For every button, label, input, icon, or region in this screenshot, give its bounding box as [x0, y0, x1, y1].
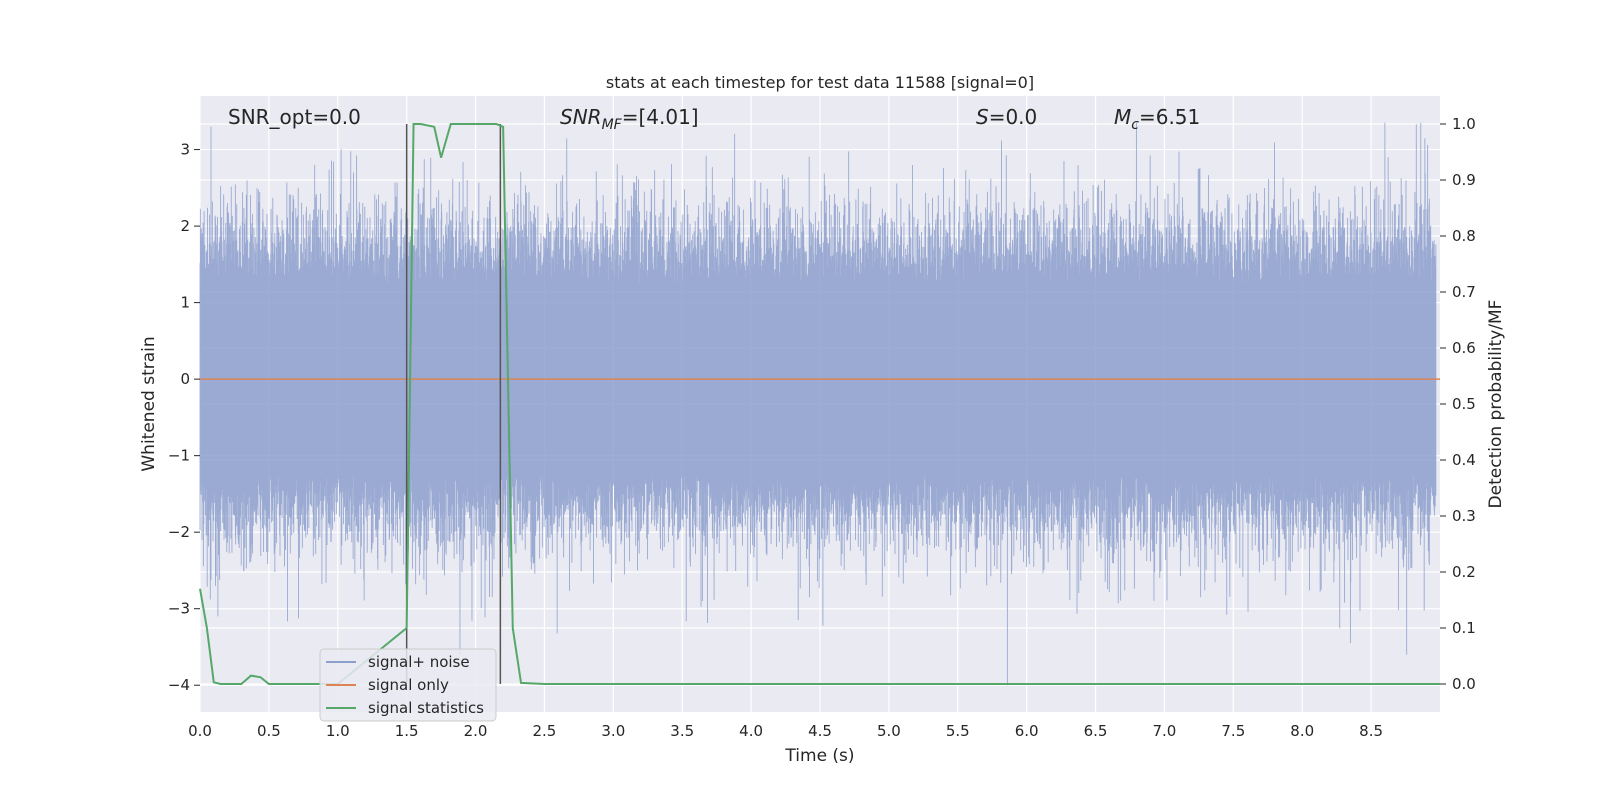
- y2-axis-label: Detection probability/MF: [1486, 300, 1506, 509]
- chart-title: stats at each timestep for test data 115…: [606, 73, 1034, 92]
- y2-tick-label: 0.3: [1452, 507, 1476, 525]
- s-value: =0.0: [989, 105, 1038, 129]
- annotation-s: S=0.0: [976, 105, 1037, 129]
- x-tick-label: 4.0: [739, 722, 763, 740]
- y2-tick-label: 0.5: [1452, 395, 1476, 413]
- x-tick-label: 0.0: [188, 722, 212, 740]
- y2-tick-label: 0.7: [1452, 283, 1476, 301]
- y2-tick-label: 0.9: [1452, 171, 1476, 189]
- annotation-snr-mf: SNRMF=[4.01]: [560, 105, 699, 133]
- x-tick-label: 7.5: [1221, 722, 1245, 740]
- y-tick-label: 1: [180, 294, 190, 312]
- legend-label-signal-only: signal only: [368, 676, 449, 694]
- x-tick-label: 8.5: [1359, 722, 1383, 740]
- y-tick-label: −2: [168, 523, 190, 541]
- snr-mf-symbol: SNR: [560, 105, 602, 129]
- y2-tick-label: 0.2: [1452, 563, 1476, 581]
- y-tick-labels: −4 −3 −2 −1 0 1 2 3: [168, 141, 200, 694]
- y-axis-label: Whitened strain: [139, 336, 159, 471]
- y2-tick-label: 0.4: [1452, 451, 1476, 469]
- y-tick-label: 2: [180, 217, 190, 235]
- x-tick-label: 2.5: [533, 722, 557, 740]
- x-tick-label: 7.0: [1153, 722, 1177, 740]
- mc-value: =6.51: [1139, 105, 1200, 129]
- signal-noise-trace: [199, 122, 1437, 686]
- y2-tick-label: 0.0: [1452, 675, 1476, 693]
- signal-statistics-series: [199, 123, 1440, 685]
- legend: signal+ noise signal only signal statist…: [319, 648, 497, 722]
- x-tick-label: 8.0: [1290, 722, 1314, 740]
- annotation-mc: Mc=6.51: [1114, 105, 1200, 133]
- mc-subscript: c: [1131, 117, 1139, 133]
- x-tick-labels: 0.0 0.5 1.0 1.5 2.0 2.5 3.0 3.5 4.0 4.5 5.0 5.5 6.0 6…: [188, 722, 1383, 740]
- snr-mf-value: =[4.01]: [622, 105, 699, 129]
- legend-label-signal-noise: signal+ noise: [368, 653, 470, 671]
- s-symbol: S: [976, 105, 989, 129]
- y2-tick-label: 0.8: [1452, 227, 1476, 245]
- x-tick-label: 3.0: [601, 722, 625, 740]
- signal-noise-series: [199, 122, 1437, 686]
- y2-tick-label: 1.0: [1452, 115, 1476, 133]
- y2-tick-label: 0.1: [1452, 619, 1476, 637]
- x-tick-label: 1.5: [395, 722, 419, 740]
- mc-symbol: M: [1114, 105, 1131, 129]
- x-tick-label: 5.0: [877, 722, 901, 740]
- x-tick-label: 3.5: [670, 722, 694, 740]
- x-tick-label: 6.0: [1015, 722, 1039, 740]
- y-tick-label: 0: [180, 370, 190, 388]
- y2-tick-label: 0.6: [1452, 339, 1476, 357]
- x-tick-label: 4.5: [808, 722, 832, 740]
- snr-mf-subscript: MF: [602, 117, 623, 133]
- x-tick-label: 0.5: [257, 722, 281, 740]
- y2-tick-labels: 0.0 0.1 0.2 0.3 0.4 0.5 0.6 0.7 0.8 0.9 1.0: [1440, 115, 1476, 693]
- x-tick-label: 2.0: [464, 722, 488, 740]
- y-tick-label: −4: [168, 676, 190, 694]
- x-axis-label: Time (s): [784, 746, 854, 766]
- annotation-snr-opt: SNR_opt=0.0: [228, 105, 361, 129]
- legend-box: [319, 648, 497, 722]
- x-tick-label: 6.5: [1084, 722, 1108, 740]
- y-tick-label: −1: [168, 447, 190, 465]
- y-tick-label: −3: [168, 600, 190, 618]
- x-tick-label: 5.5: [946, 722, 970, 740]
- x-tick-label: 1.0: [326, 722, 350, 740]
- y-tick-label: 3: [180, 141, 190, 159]
- legend-label-signal-statistics: signal statistics: [368, 699, 484, 717]
